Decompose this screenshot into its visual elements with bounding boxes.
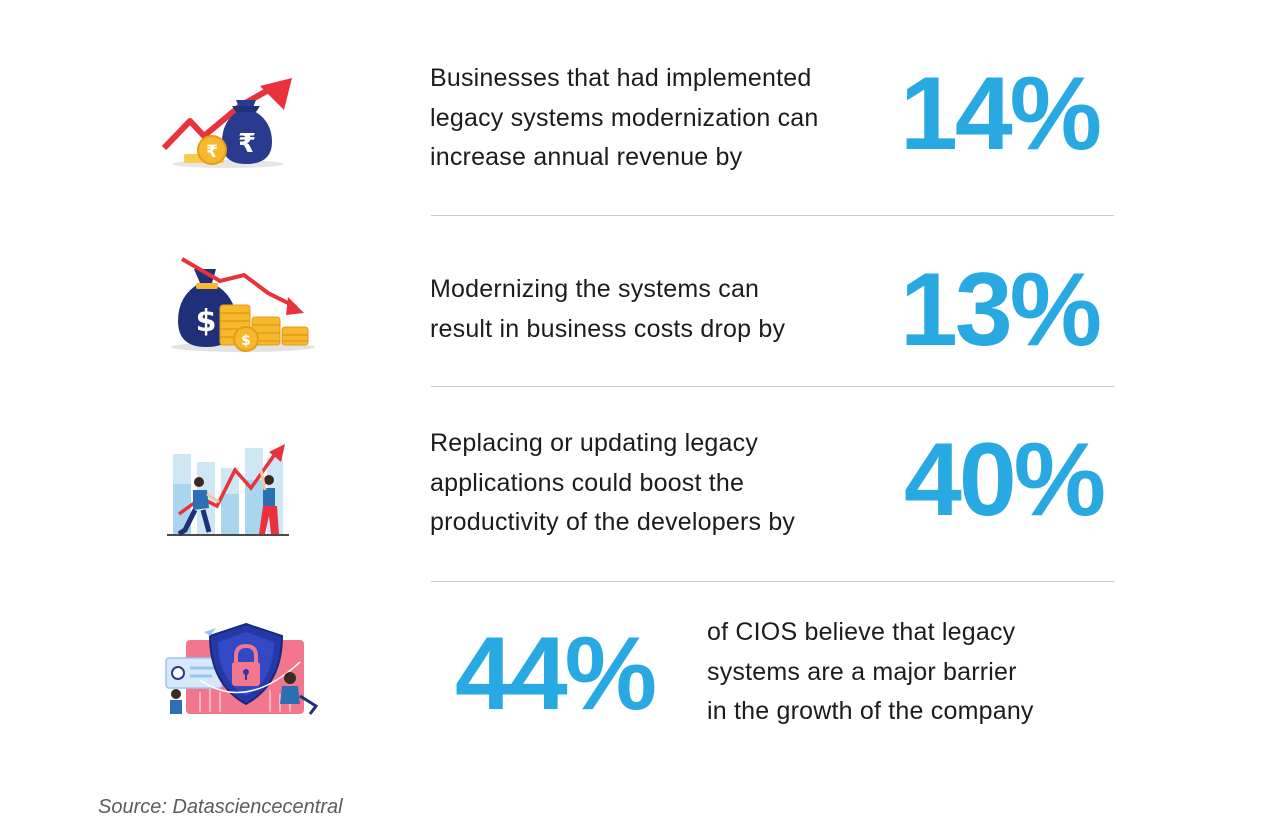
description-line: increase annual revenue by <box>430 143 743 171</box>
description-line: of CIOS believe that legacy <box>707 618 1016 646</box>
description-line: Modernizing the systems can <box>430 275 760 303</box>
stat-value-costs: 13% <box>900 252 1102 368</box>
description-line: legacy systems modernization can <box>430 103 819 132</box>
svg-text:$: $ <box>241 333 251 349</box>
divider <box>431 386 1114 387</box>
stat-description-costs: Modernizing the systems can result in bu… <box>430 270 785 349</box>
source-citation: Source: Datasciencecentral <box>98 796 343 818</box>
divider <box>431 215 1114 216</box>
stat-description-revenue: Businesses that had implemented legacy s… <box>430 59 819 178</box>
revenue-growth-rupee-bag-icon: ₹ ₹ <box>160 76 295 172</box>
description-line: result in business costs drop by <box>430 314 786 343</box>
stat-value-productivity: 40% <box>904 422 1106 538</box>
security-shield-lock-icon <box>160 622 325 718</box>
description-line: in the growth of the company <box>707 697 1034 725</box>
svg-text:₹: ₹ <box>238 129 256 159</box>
description-line: Businesses that had implemented <box>430 64 812 92</box>
description-line: applications could boost the <box>430 468 745 497</box>
stat-value-revenue: 14% <box>900 56 1102 172</box>
productivity-chart-people-icon <box>165 440 295 540</box>
description-line: systems are a major barrier <box>707 657 1017 686</box>
svg-text:$: $ <box>196 304 217 339</box>
divider <box>431 581 1114 582</box>
stat-value-cios: 44% <box>455 616 657 732</box>
description-line: Replacing or updating legacy <box>430 429 759 457</box>
description-line: productivity of the developers by <box>430 508 796 536</box>
stat-description-cios: of CIOS believe that legacy systems are … <box>707 613 1034 732</box>
svg-text:₹: ₹ <box>206 142 218 162</box>
stat-description-productivity: Replacing or updating legacy application… <box>430 424 795 543</box>
cost-drop-dollar-bag-icon: $ $ <box>168 255 318 355</box>
